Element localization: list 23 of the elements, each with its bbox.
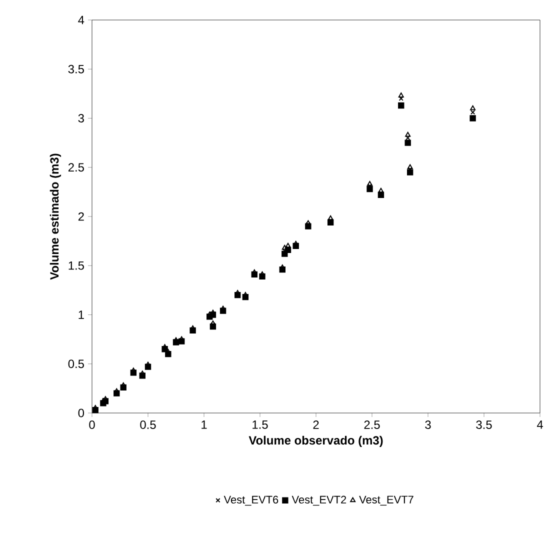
x-tick-label: 1.5: [252, 420, 268, 429]
x-tick-label: 1: [202, 420, 207, 429]
x-tick-label: 2: [313, 420, 319, 429]
y-tick-label: 1.5: [68, 261, 84, 270]
x-tick-label: 2.5: [364, 420, 380, 429]
y-tick-label: 4: [78, 16, 84, 24]
x-tick-label: 3: [425, 420, 431, 429]
legend-label: Vest_EVT2: [292, 496, 346, 506]
y-axis-title: Volume estimado (m3): [50, 154, 62, 280]
x-tick-label: 3.5: [476, 420, 492, 429]
y-tick-label: 0.5: [68, 360, 84, 368]
y-tick-label: 0: [78, 408, 84, 418]
x-tick-label: 0: [89, 420, 95, 429]
y-tick-label: 1: [78, 310, 84, 319]
y-tick-label: 3: [78, 114, 84, 122]
x-axis-title: Volume observado (m3): [248, 436, 383, 447]
y-tick-label: 2: [78, 212, 84, 221]
x-tick-label: 0.5: [140, 420, 156, 429]
y-tick-label: 3.5: [68, 64, 84, 74]
legend-label: Vest_EVT7: [359, 496, 414, 506]
y-tick-label: 2.5: [68, 163, 84, 172]
legend-label: Vest_EVT6: [224, 496, 278, 506]
x-tick-label: 4: [536, 420, 543, 429]
